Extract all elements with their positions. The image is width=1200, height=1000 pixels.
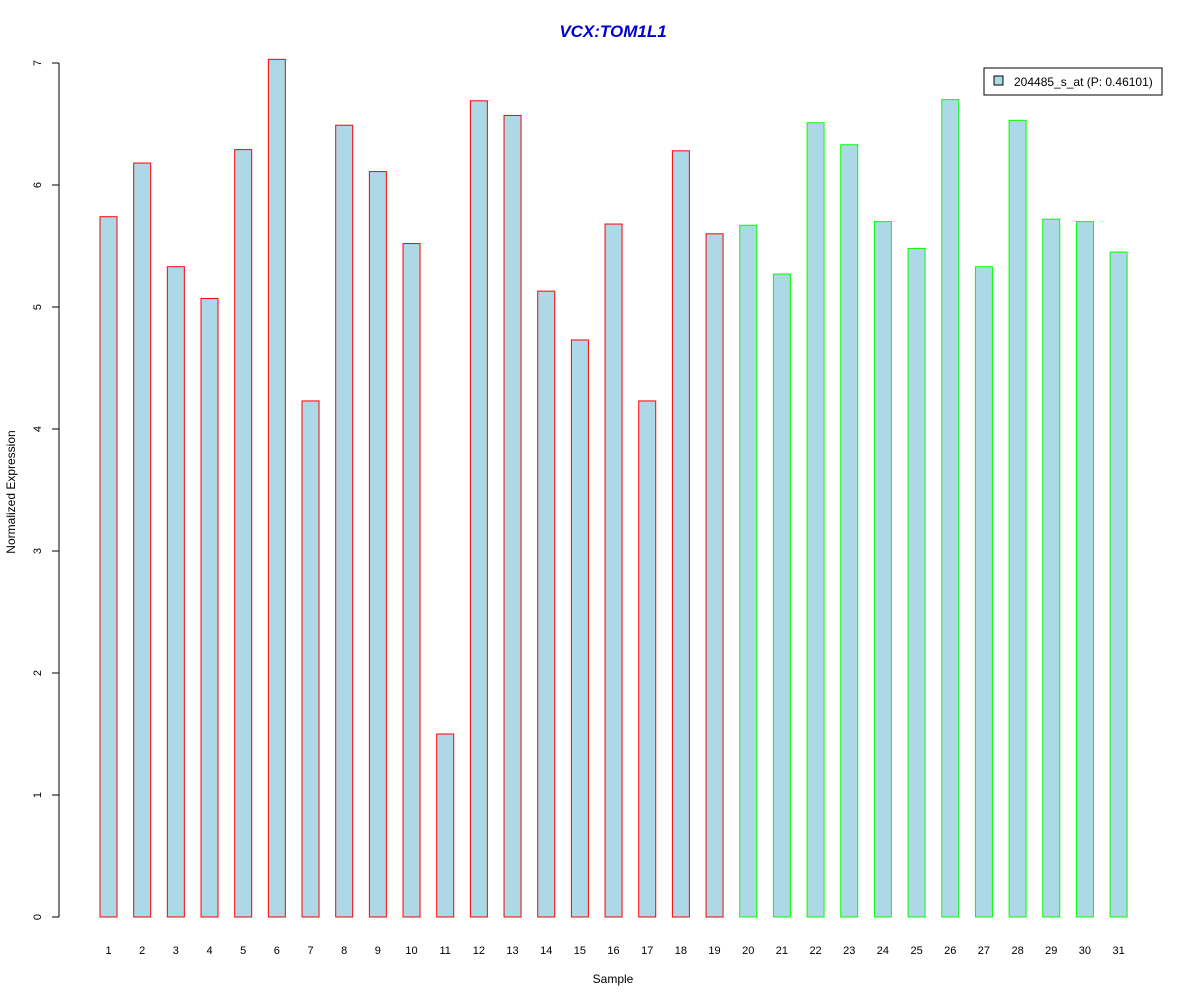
bar-9 (368, 171, 387, 918)
bar-27 (974, 266, 993, 918)
bar-8 (335, 124, 354, 918)
x-tick-label: 11 (439, 945, 450, 957)
bar-12 (469, 100, 488, 918)
bar-22 (806, 122, 825, 918)
x-tick-label: 26 (944, 945, 956, 957)
bar-15 (570, 339, 589, 918)
y-tick-label: 7 (32, 60, 44, 66)
x-tick-labels: 1 2 3 4 5 6 7 8 9 10 11 12 13 14 15 16 17 18 19 20 21 22 23 24 2… (105, 945, 1124, 957)
x-tick-label: 8 (341, 945, 347, 957)
y-tick-label: 4 (32, 426, 44, 432)
bar-29 (1042, 218, 1061, 918)
x-tick-label: 23 (843, 945, 855, 957)
bar-16 (604, 223, 623, 918)
x-tick-label: 2 (139, 945, 145, 957)
x-axis-label: Sample (593, 972, 634, 986)
bar-17 (638, 400, 657, 918)
bar-25 (907, 247, 926, 918)
bar-4 (200, 297, 219, 918)
x-tick-label: 29 (1045, 945, 1057, 957)
legend-label: 204485_s_at (P: 0.46101) (1014, 75, 1153, 89)
bar-13 (503, 114, 522, 918)
x-tick-label: 28 (1011, 945, 1023, 957)
x-tick-label: 25 (910, 945, 922, 957)
bar-1 (99, 216, 118, 918)
y-tick-label: 0 (32, 914, 44, 920)
y-axis: 0 1 2 3 4 5 6 7 (32, 60, 60, 920)
bar-21 (772, 273, 791, 918)
x-tick-label: 9 (375, 945, 381, 957)
bar-30 (1075, 221, 1094, 918)
bar-18 (671, 150, 690, 918)
bar-7 (301, 400, 320, 918)
x-tick-label: 17 (641, 945, 653, 957)
x-tick-label: 1 (105, 945, 111, 957)
bar-6 (267, 58, 286, 918)
bar-5 (234, 149, 253, 918)
y-tick-label: 6 (32, 182, 44, 188)
x-tick-label: 12 (473, 945, 485, 957)
x-tick-label: 3 (173, 945, 179, 957)
bar-2 (133, 162, 152, 918)
x-tick-label: 10 (405, 945, 417, 957)
bar-19 (705, 233, 724, 918)
bar-3 (166, 266, 185, 918)
x-tick-label: 30 (1079, 945, 1091, 957)
x-tick-label: 5 (240, 945, 246, 957)
bar-23 (840, 144, 859, 918)
x-tick-label: 22 (809, 945, 821, 957)
y-tick-label: 5 (32, 304, 44, 310)
y-tick-label: 3 (32, 548, 44, 554)
legend-box (983, 67, 1163, 96)
legend: 204485_s_at (P: 0.46101) (983, 67, 1163, 96)
bar-14 (537, 290, 556, 918)
x-tick-label: 15 (574, 945, 586, 957)
x-tick-label: 21 (776, 945, 788, 957)
x-tick-label: 13 (506, 945, 518, 957)
bar-24 (873, 221, 892, 918)
bar-28 (1008, 119, 1027, 918)
x-tick-label: 18 (675, 945, 687, 957)
y-axis-label: Normalized Expression (4, 430, 18, 553)
x-tick-label: 19 (708, 945, 720, 957)
y-tick-label: 2 (32, 670, 44, 676)
bar-11 (436, 733, 455, 918)
chart-title: VCX:TOM1L1 (559, 22, 666, 41)
legend-swatch (993, 75, 1004, 86)
x-tick-label: 27 (978, 945, 990, 957)
x-tick-label: 16 (607, 945, 619, 957)
x-tick-label: 20 (742, 945, 754, 957)
bar-26 (941, 99, 960, 918)
y-tick-label: 1 (32, 792, 44, 798)
x-tick-label: 14 (540, 945, 552, 957)
bars-group (99, 58, 1128, 918)
bar-20 (739, 224, 758, 918)
bar-10 (402, 243, 421, 918)
x-tick-label: 4 (206, 945, 212, 957)
bar-31 (1109, 251, 1128, 918)
x-tick-label: 24 (877, 945, 889, 957)
x-tick-label: 6 (274, 945, 280, 957)
x-tick-label: 7 (307, 945, 313, 957)
x-tick-label: 31 (1112, 945, 1124, 957)
